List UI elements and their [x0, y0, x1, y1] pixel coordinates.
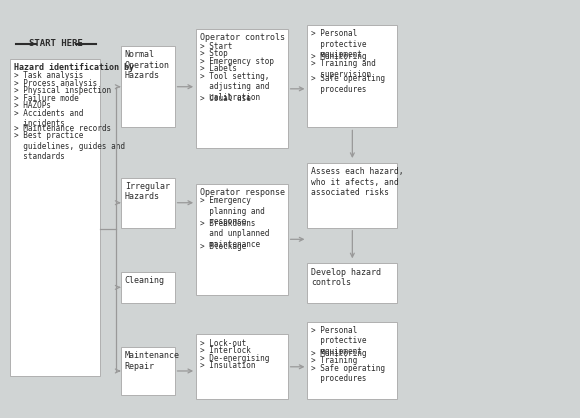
- FancyBboxPatch shape: [196, 184, 288, 295]
- Text: > Accidents and
  incidents: > Accidents and incidents: [14, 109, 84, 128]
- Text: Operator controls: Operator controls: [200, 33, 285, 43]
- Text: Develop hazard
controls: Develop hazard controls: [311, 268, 382, 287]
- Text: > Best practice
  guidelines, guides and
  standards: > Best practice guidelines, guides and s…: [14, 131, 125, 161]
- FancyBboxPatch shape: [196, 334, 288, 399]
- Text: > Labels: > Labels: [200, 64, 237, 74]
- Text: > Insulation: > Insulation: [200, 361, 256, 370]
- Text: > Blockage: > Blockage: [200, 242, 246, 251]
- FancyBboxPatch shape: [307, 322, 397, 399]
- Text: Hazard identification by: Hazard identification by: [14, 63, 135, 72]
- Text: > Tool setting,
  adjusting and
  calibration: > Tool setting, adjusting and calibratio…: [200, 72, 270, 102]
- Text: > Usual use: > Usual use: [200, 94, 251, 104]
- FancyBboxPatch shape: [10, 59, 100, 376]
- Text: > Interlock: > Interlock: [200, 346, 251, 355]
- Text: Irregular
Hazards: Irregular Hazards: [125, 182, 170, 201]
- Text: > Process analysis: > Process analysis: [14, 79, 98, 88]
- Text: Maintenance
Repair: Maintenance Repair: [125, 351, 180, 370]
- Text: START HERE: START HERE: [29, 39, 83, 48]
- Text: > Failure mode: > Failure mode: [14, 94, 79, 103]
- Text: > Start: > Start: [200, 42, 233, 51]
- Text: > Safe operating
  procedures: > Safe operating procedures: [311, 74, 386, 94]
- FancyBboxPatch shape: [121, 46, 175, 127]
- Text: Cleaning: Cleaning: [125, 276, 165, 285]
- Text: > Monitoring: > Monitoring: [311, 349, 367, 358]
- Text: > Task analysis: > Task analysis: [14, 71, 84, 80]
- FancyBboxPatch shape: [307, 263, 397, 303]
- FancyBboxPatch shape: [121, 347, 175, 395]
- Text: > Lock-out: > Lock-out: [200, 339, 246, 348]
- Text: Operator response: Operator response: [200, 188, 285, 197]
- Text: > Monitoring: > Monitoring: [311, 52, 367, 61]
- Text: > Training: > Training: [311, 356, 358, 365]
- Text: > Breakdowns
  and unplanned
  maintenance: > Breakdowns and unplanned maintenance: [200, 219, 270, 249]
- FancyBboxPatch shape: [307, 25, 397, 127]
- FancyBboxPatch shape: [121, 178, 175, 228]
- Text: > Physical inspection: > Physical inspection: [14, 86, 111, 95]
- Text: > Personal
  protective
  equipment: > Personal protective equipment: [311, 326, 367, 356]
- Text: > Emergency
  planning and
  response: > Emergency planning and response: [200, 196, 265, 226]
- Text: Normal
Operation
Hazards: Normal Operation Hazards: [125, 50, 170, 80]
- Text: > HAZOPs: > HAZOPs: [14, 101, 52, 110]
- Text: Assess each hazard,
who it afects, and
associated risks: Assess each hazard, who it afects, and a…: [311, 167, 404, 197]
- Text: > De-energising: > De-energising: [200, 354, 270, 363]
- Text: > Stop: > Stop: [200, 49, 228, 59]
- Text: > Safe operating
  procedures: > Safe operating procedures: [311, 364, 386, 383]
- FancyBboxPatch shape: [307, 163, 397, 228]
- FancyBboxPatch shape: [196, 29, 288, 148]
- Text: > Emergency stop: > Emergency stop: [200, 57, 274, 66]
- FancyBboxPatch shape: [121, 272, 175, 303]
- Text: > Personal
  protective
  equipment: > Personal protective equipment: [311, 29, 367, 59]
- Text: > Maintenance records: > Maintenance records: [14, 124, 111, 133]
- Text: > Training and
  supervision: > Training and supervision: [311, 59, 376, 79]
